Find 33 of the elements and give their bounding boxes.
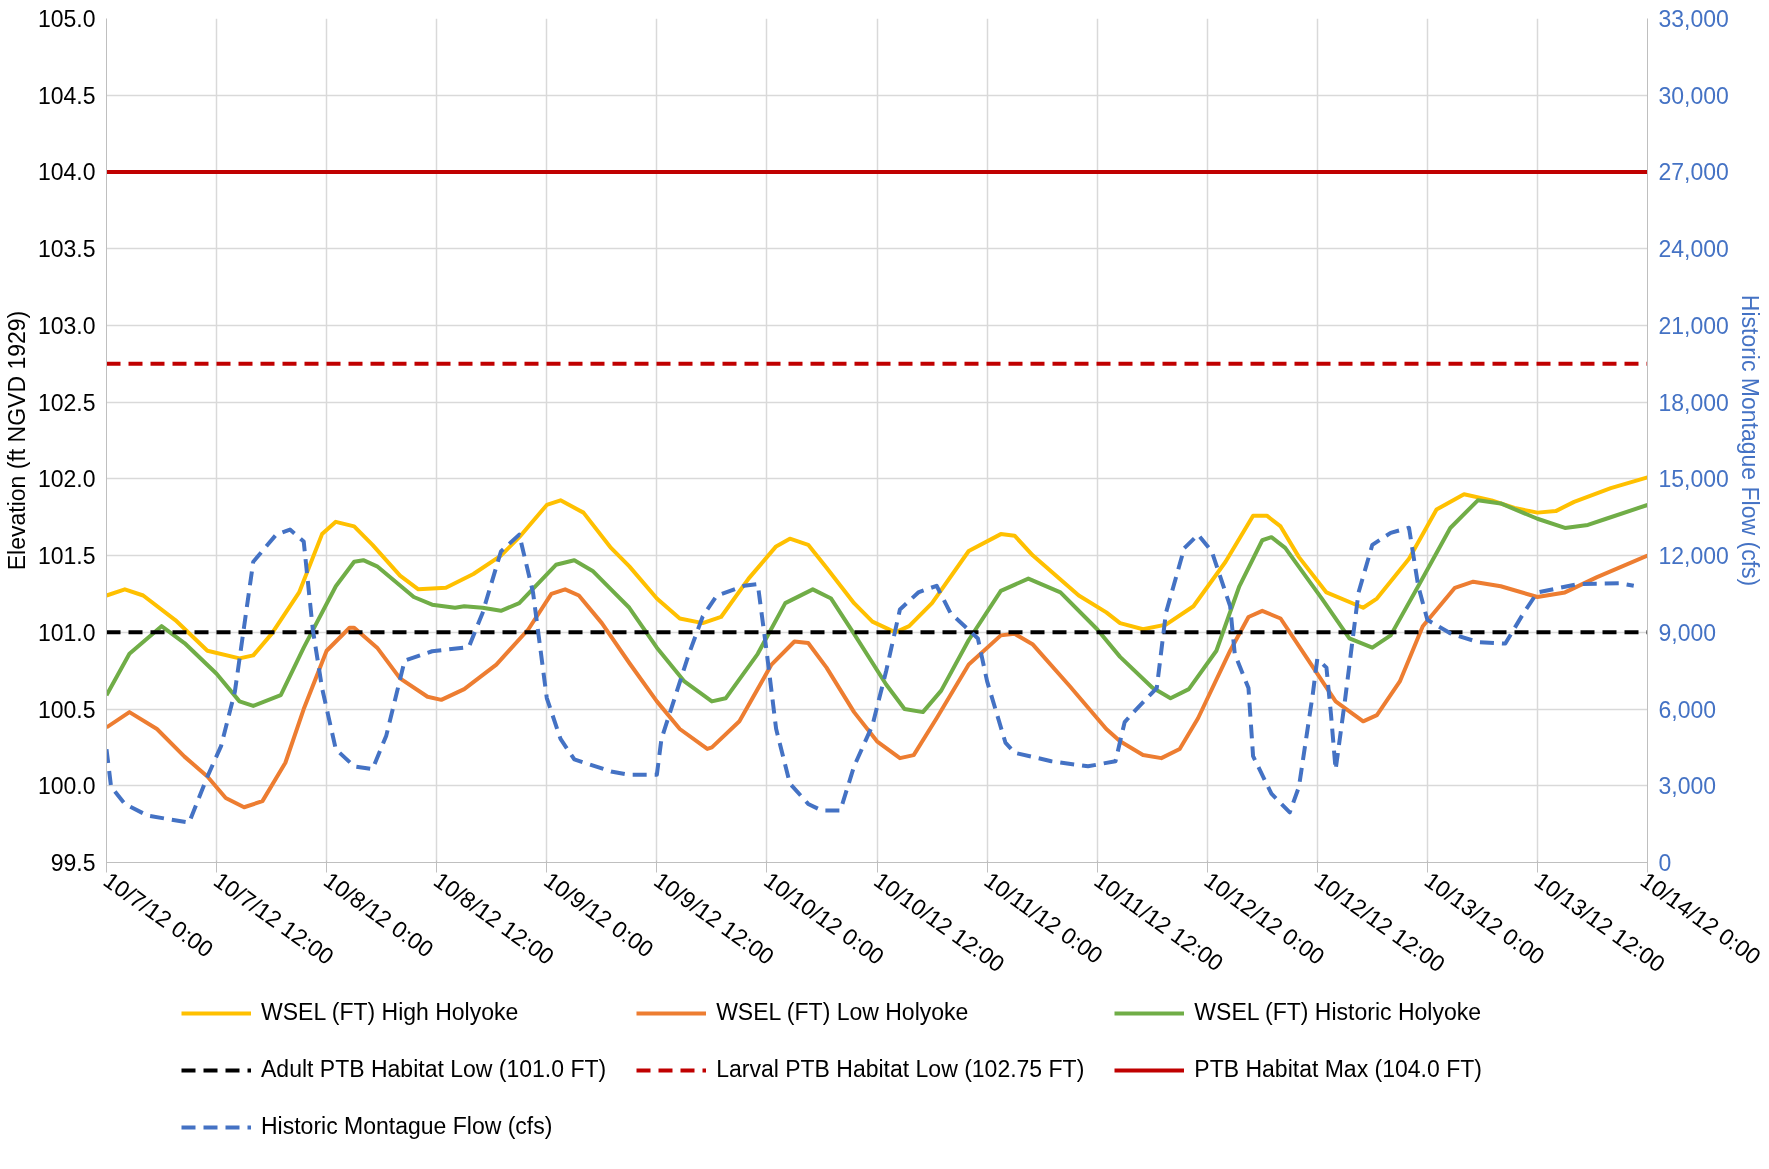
y-tick-label: 104.0	[37, 159, 96, 186]
y-tick-label: 100.5	[37, 696, 96, 723]
y-tick-label: 99.5	[50, 850, 96, 876]
y2-tick-label: 3,000	[1658, 773, 1717, 800]
legend-label: Larval PTB Habitat Low (102.75 FT)	[716, 1056, 1085, 1083]
y-tick-label: 101.0	[37, 619, 96, 646]
y2-tick-label: 21,000	[1658, 312, 1729, 339]
legend-label: WSEL (FT) High Holyoke	[261, 999, 519, 1026]
y2-tick-label: 9,000	[1658, 619, 1717, 646]
y2-tick-label: 12,000	[1658, 543, 1729, 570]
y2-tick-label: 15,000	[1658, 466, 1729, 493]
y2-tick-label: 33,000	[1658, 6, 1729, 32]
legend-label: WSEL (FT) Low Holyoke	[716, 999, 969, 1026]
y2-tick-label: 24,000	[1658, 236, 1729, 263]
legend-label: Adult PTB Habitat Low (101.0 FT)	[261, 1056, 607, 1083]
y2-tick-label: 30,000	[1658, 82, 1729, 109]
legend-label: Historic Montague Flow (cfs)	[261, 1113, 553, 1140]
y-tick-label: 105.0	[37, 6, 96, 32]
y-tick-label: 103.5	[37, 236, 96, 263]
y2-tick-label: 0	[1658, 850, 1672, 876]
y-tick-label: 102.5	[37, 389, 96, 416]
legend-label: PTB Habitat Max (104.0 FT)	[1194, 1056, 1482, 1083]
y2-tick-label: 18,000	[1658, 389, 1729, 416]
y-tick-label: 102.0	[37, 466, 96, 493]
y2-tick-label: 6,000	[1658, 696, 1717, 723]
y-tick-label: 101.5	[37, 543, 96, 570]
y-tick-label: 104.5	[37, 82, 96, 109]
y2-tick-label: 27,000	[1658, 159, 1729, 186]
y-tick-label: 103.0	[37, 312, 96, 339]
legend-label: WSEL (FT) Historic Holyoke	[1194, 999, 1482, 1026]
y-axis-title: Elevation (ft NGVD 1929)	[3, 310, 30, 571]
y-tick-label: 100.0	[37, 773, 96, 800]
y2-axis-title: Historic Montague Flow (cfs)	[1736, 294, 1763, 587]
